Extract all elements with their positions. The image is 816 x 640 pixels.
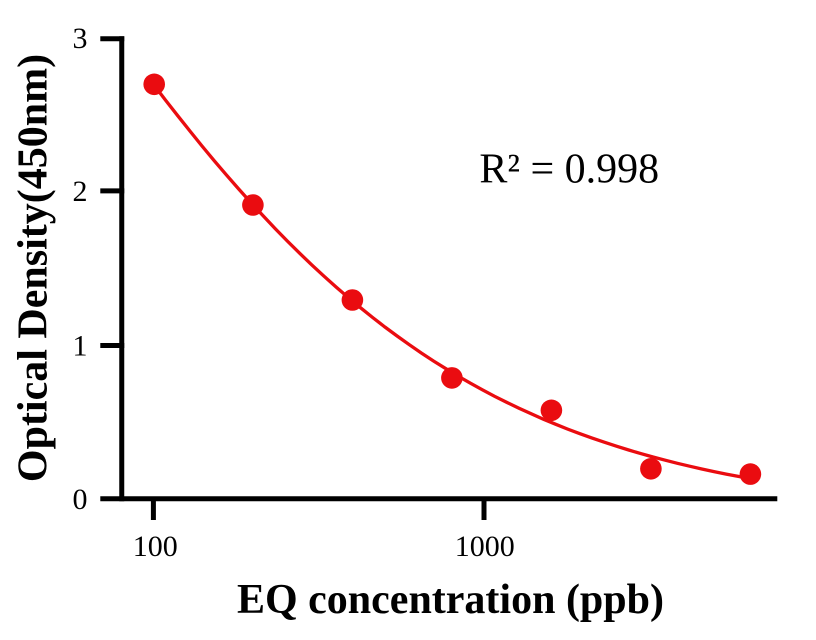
svg-text:3: 3: [73, 22, 88, 55]
svg-text:2: 2: [73, 175, 88, 208]
svg-text:Optical Density(450nm): Optical Density(450nm): [11, 54, 57, 482]
svg-text:1000: 1000: [455, 530, 515, 563]
svg-text:100: 100: [133, 530, 178, 563]
svg-text:EQ concentration (ppb): EQ concentration (ppb): [237, 577, 664, 623]
svg-text:1: 1: [73, 330, 88, 363]
svg-text:R² = 0.998: R² = 0.998: [479, 147, 659, 193]
svg-text:0: 0: [73, 483, 88, 516]
